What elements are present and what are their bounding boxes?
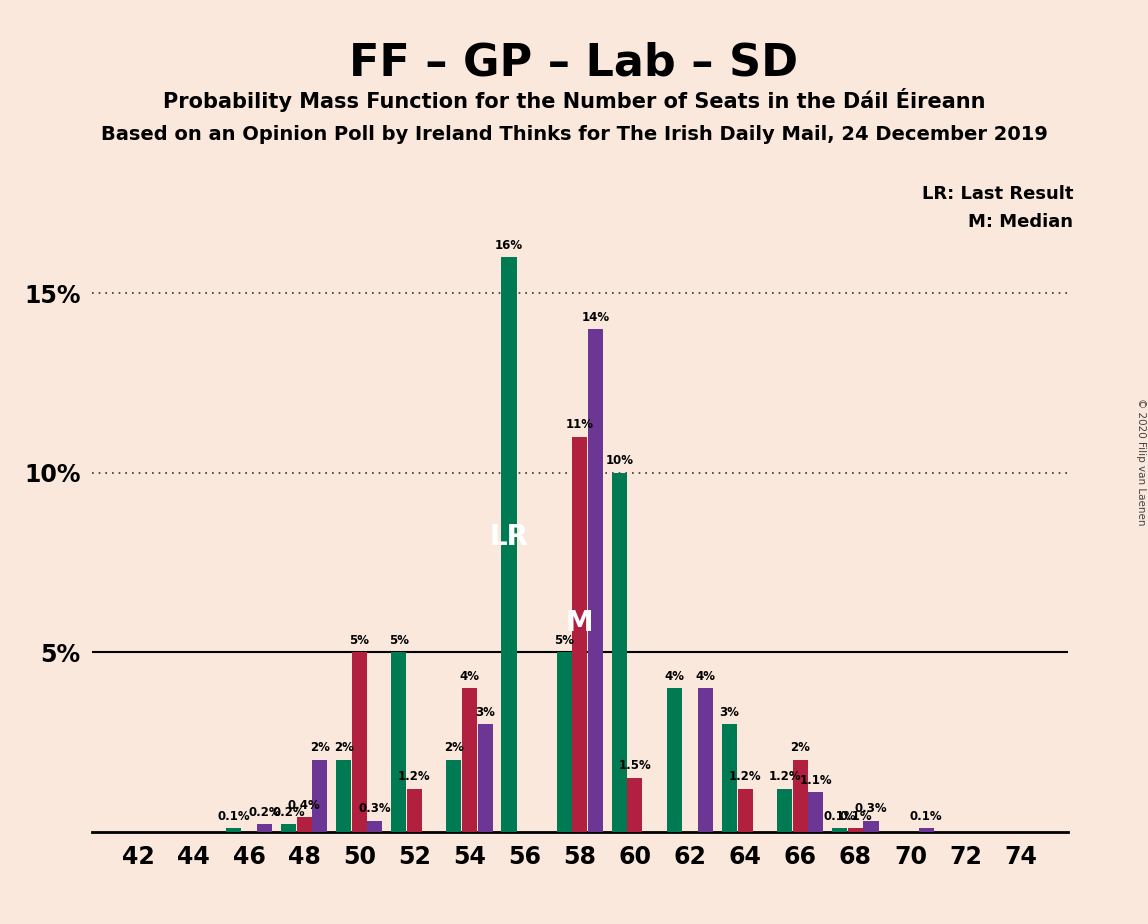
Bar <box>832 828 847 832</box>
Bar <box>792 760 808 832</box>
Text: 3%: 3% <box>720 706 739 719</box>
Bar <box>863 821 878 832</box>
Text: 1.2%: 1.2% <box>729 770 761 784</box>
Text: 1.2%: 1.2% <box>398 770 430 784</box>
Text: LR: LR <box>489 523 528 552</box>
Text: LR: Last Result: LR: Last Result <box>922 185 1073 202</box>
Text: Probability Mass Function for the Number of Seats in the Dáil Éireann: Probability Mass Function for the Number… <box>163 88 985 112</box>
Text: 0.2%: 0.2% <box>272 806 304 819</box>
Text: Based on an Opinion Poll by Ireland Thinks for The Irish Daily Mail, 24 December: Based on an Opinion Poll by Ireland Thin… <box>101 125 1047 144</box>
Bar <box>391 652 406 832</box>
Text: 5%: 5% <box>389 634 409 647</box>
Bar <box>296 817 311 832</box>
Text: 14%: 14% <box>581 310 610 323</box>
Text: 0.1%: 0.1% <box>823 809 856 822</box>
Bar <box>557 652 572 832</box>
Text: 1.5%: 1.5% <box>619 760 651 772</box>
Bar <box>808 792 823 832</box>
Bar <box>777 788 792 832</box>
Text: 0.4%: 0.4% <box>288 799 320 812</box>
Text: 0.3%: 0.3% <box>358 802 391 816</box>
Text: 5%: 5% <box>554 634 574 647</box>
Bar <box>406 788 422 832</box>
Bar <box>447 760 461 832</box>
Bar <box>737 788 753 832</box>
Text: 11%: 11% <box>566 419 594 432</box>
Text: 10%: 10% <box>605 455 634 468</box>
Bar <box>502 257 517 832</box>
Text: 4%: 4% <box>696 670 715 683</box>
Text: 2%: 2% <box>310 741 329 754</box>
Text: 1.2%: 1.2% <box>768 770 801 784</box>
Text: 0.1%: 0.1% <box>839 809 871 822</box>
Text: 16%: 16% <box>495 238 523 251</box>
Bar <box>848 828 863 832</box>
Bar <box>918 828 933 832</box>
Bar <box>667 688 682 832</box>
Text: M: M <box>566 609 594 638</box>
Bar <box>612 472 627 832</box>
Bar <box>461 688 478 832</box>
Bar <box>351 652 367 832</box>
Text: © 2020 Filip van Laenen: © 2020 Filip van Laenen <box>1135 398 1146 526</box>
Text: 4%: 4% <box>665 670 684 683</box>
Bar <box>336 760 351 832</box>
Text: 0.2%: 0.2% <box>248 806 281 819</box>
Text: 0.1%: 0.1% <box>217 809 249 822</box>
Bar <box>698 688 713 832</box>
Bar <box>588 329 603 832</box>
Text: 1.1%: 1.1% <box>799 773 832 786</box>
Bar <box>572 437 588 832</box>
Bar <box>722 723 737 832</box>
Text: 2%: 2% <box>790 741 810 754</box>
Bar <box>312 760 327 832</box>
Text: 3%: 3% <box>475 706 495 719</box>
Text: 4%: 4% <box>459 670 480 683</box>
Text: 5%: 5% <box>349 634 370 647</box>
Text: 2%: 2% <box>334 741 354 754</box>
Text: FF – GP – Lab – SD: FF – GP – Lab – SD <box>349 42 799 85</box>
Bar <box>627 778 643 832</box>
Text: 0.3%: 0.3% <box>855 802 887 816</box>
Bar <box>367 821 382 832</box>
Bar <box>281 824 296 832</box>
Text: 2%: 2% <box>444 741 464 754</box>
Bar <box>478 723 492 832</box>
Bar <box>226 828 241 832</box>
Text: M: Median: M: Median <box>969 213 1073 230</box>
Bar <box>257 824 272 832</box>
Text: 0.1%: 0.1% <box>910 809 943 822</box>
